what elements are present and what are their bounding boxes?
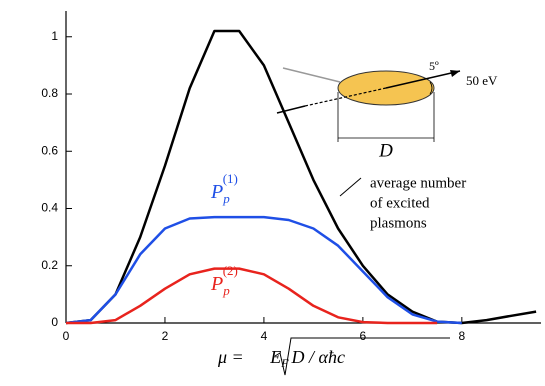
diameter-label: D: [378, 140, 393, 161]
y-tick-label: 0.6: [41, 143, 58, 157]
y-tick-label: 0.8: [41, 86, 58, 100]
x-label-prefix: μ =: [217, 347, 248, 367]
x-tick-label: 8: [458, 329, 465, 343]
x-label-main: E: [269, 347, 281, 367]
sqrt-sign: [274, 337, 450, 376]
annotation: plasmons: [370, 215, 427, 231]
series-line: [65, 215, 462, 325]
arrow-head: [450, 70, 460, 77]
inset-diagram: 5º 50 eV D: [276, 59, 498, 161]
series-label-sup: (2): [223, 263, 238, 278]
series-label-sub: p: [222, 191, 230, 206]
annotation-pointer: [339, 177, 362, 197]
series-label: Pp (1): [210, 171, 238, 206]
x-label-sub: F: [280, 356, 289, 370]
beam-in-back: [282, 67, 341, 83]
angle-arc: [429, 81, 433, 95]
x-tick-label: 4: [261, 329, 268, 343]
angle-label: 5º: [429, 59, 439, 73]
beam-out: [385, 70, 461, 89]
series-label-sup: (1): [223, 171, 238, 186]
beam-dashed: [304, 87, 387, 107]
x-label-rest: D / αħc: [291, 347, 345, 367]
x-tick-label: 6: [360, 329, 367, 343]
y-tick-label: 1: [51, 29, 58, 43]
y-tick-label: 0.2: [41, 258, 58, 272]
x-tick-label: 2: [162, 329, 169, 343]
series-label: Pp (2): [210, 263, 238, 298]
y-tick-label: 0: [51, 315, 58, 329]
series-label-sub: p: [222, 283, 230, 298]
annotation: average number: [370, 175, 466, 191]
beam-in: [276, 105, 306, 114]
annotation: of excited: [370, 195, 430, 211]
series-label-main: P: [210, 273, 223, 295]
series-line: [66, 267, 438, 325]
energy-label: 50 eV: [466, 73, 498, 88]
y-tick-label: 0.4: [41, 201, 58, 215]
x-tick-label: 0: [63, 329, 70, 343]
x-axis-label: μ = EF D / αħc: [217, 347, 345, 370]
series-label-main: P: [210, 181, 223, 203]
